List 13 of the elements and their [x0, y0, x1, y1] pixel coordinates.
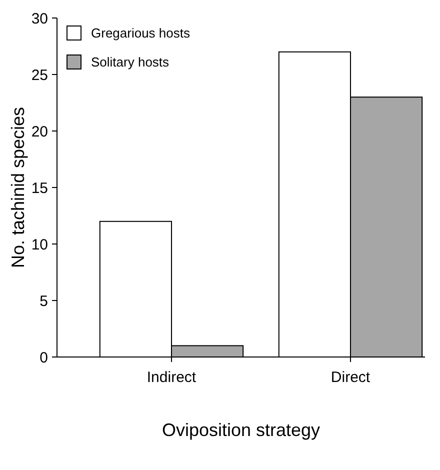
y-tick-label: 20	[31, 123, 48, 140]
y-tick-label: 5	[40, 292, 48, 310]
y-tick-label: 25	[31, 66, 48, 84]
legend-label: Gregarious hosts	[91, 26, 190, 41]
legend-label: Solitary hosts	[91, 54, 170, 70]
x-tick-label: Direct	[330, 369, 371, 386]
y-axis-title: No. tachinid species	[8, 106, 28, 268]
y-tick-label: 15	[31, 180, 48, 197]
y-tick-label: 0	[40, 349, 48, 366]
y-tick-label: 30	[31, 10, 48, 28]
y-tick-label: 10	[31, 236, 48, 254]
x-tick-label: Indirect	[146, 369, 197, 386]
x-axis-title: Oviposition strategy	[162, 420, 320, 440]
